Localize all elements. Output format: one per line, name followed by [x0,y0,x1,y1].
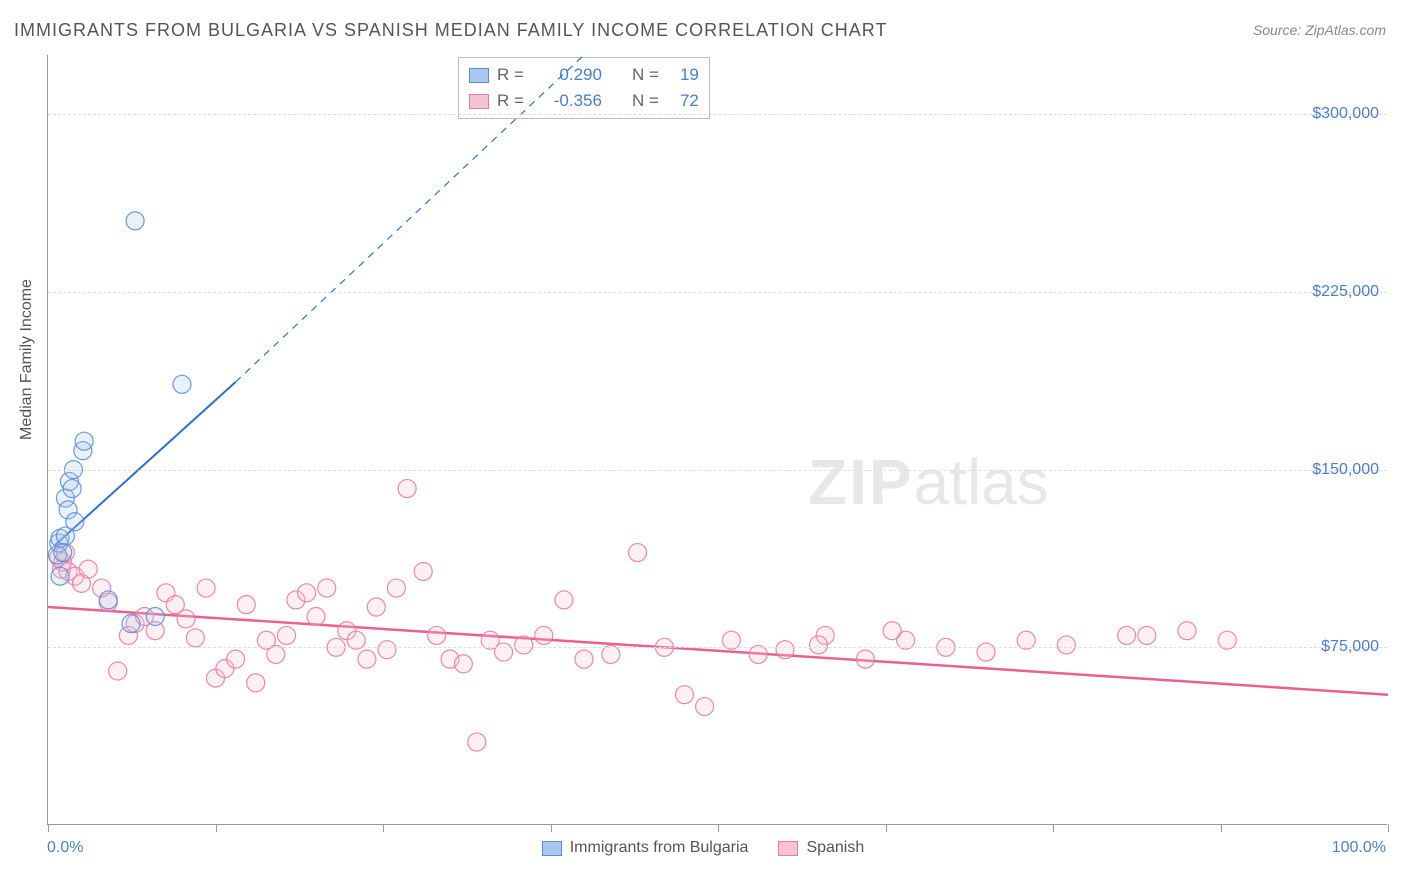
legend-item-0: Immigrants from Bulgaria [542,839,749,857]
data-point [227,650,245,668]
gridline-h [48,470,1387,471]
data-point [79,560,97,578]
plot-area: ZIPatlas R = 0.290 N = 19 R = -0.356 N =… [47,55,1387,825]
x-max-label: 100.0% [1332,839,1386,857]
chart-svg [48,55,1387,824]
x-tick [383,824,384,832]
data-point [307,608,325,626]
chart-frame: IMMIGRANTS FROM BULGARIA VS SPANISH MEDI… [0,0,1406,892]
source-label: Source: ZipAtlas.com [1253,22,1386,38]
legend-bottom: Immigrants from Bulgaria Spanish [0,839,1406,857]
gridline-h [48,114,1387,115]
data-point [358,650,376,668]
data-point [398,480,416,498]
data-point [66,513,84,531]
legend-item-1: Spanish [778,839,864,857]
data-point [237,596,255,614]
data-point [977,643,995,661]
data-point [1118,626,1136,644]
legend-label-1: Spanish [806,839,864,857]
x-tick [216,824,217,832]
y-tick-label: $150,000 [1312,461,1379,479]
data-point [122,615,140,633]
data-point [186,629,204,647]
data-point [247,674,265,692]
x-min-label: 0.0% [47,839,83,857]
data-point [575,650,593,668]
data-point [515,636,533,654]
data-point [856,650,874,668]
data-point [414,562,432,580]
data-point [454,655,472,673]
chart-title: IMMIGRANTS FROM BULGARIA VS SPANISH MEDI… [14,20,887,41]
data-point [99,591,117,609]
gridline-h [48,647,1387,648]
y-tick-label: $300,000 [1312,105,1379,123]
data-point [51,567,69,585]
data-point [387,579,405,597]
data-point [109,662,127,680]
data-point [75,432,93,450]
data-point [535,626,553,644]
data-point [126,212,144,230]
y-axis-title: Median Family Income [18,279,36,440]
data-point [468,733,486,751]
gridline-h [48,292,1387,293]
data-point [173,375,191,393]
data-point [428,626,446,644]
data-point [197,579,215,597]
data-point [776,641,794,659]
data-point [177,610,195,628]
data-point [676,686,694,704]
data-point [1138,626,1156,644]
data-point [378,641,396,659]
data-point [298,584,316,602]
data-point [696,698,714,716]
data-point [1178,622,1196,640]
legend-swatch-1 [778,841,798,856]
data-point [63,480,81,498]
data-point [495,643,513,661]
x-tick [48,824,49,832]
data-point [883,622,901,640]
legend-swatch-0 [542,841,562,856]
data-point [146,608,164,626]
x-tick [1053,824,1054,832]
y-tick-label: $225,000 [1312,283,1379,301]
x-tick [886,824,887,832]
x-tick [1388,824,1389,832]
y-tick-label: $75,000 [1321,638,1379,656]
data-point [367,598,385,616]
x-tick [718,824,719,832]
data-point [54,544,72,562]
data-point [1057,636,1075,654]
data-point [629,544,647,562]
data-point [318,579,336,597]
data-point [555,591,573,609]
data-point [810,636,828,654]
legend-label-0: Immigrants from Bulgaria [570,839,749,857]
x-tick [551,824,552,832]
data-point [278,626,296,644]
x-tick [1221,824,1222,832]
